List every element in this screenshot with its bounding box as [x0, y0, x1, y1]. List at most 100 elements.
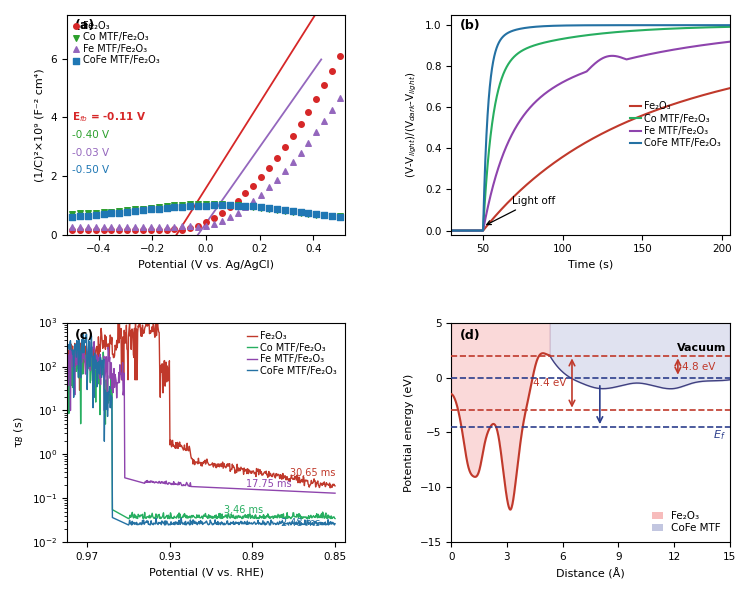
Fe MTF/Fe₂O₃ — [239, 203, 251, 212]
CoFe MTF/Fe₂O₃ — [325, 519, 334, 526]
Co MTF/Fe₂O₃ — [113, 206, 125, 216]
Fe₂O₃ — [271, 153, 283, 163]
Fe MTF/Fe₂O₃ — [190, 483, 199, 491]
Fe₂O₃ — [302, 107, 314, 116]
Fe₂O₃ — [137, 225, 149, 234]
CoFe MTF/Fe₂O₃ — [565, 22, 574, 29]
Text: -0.03 V: -0.03 V — [72, 148, 109, 157]
Co MTF/Fe₂O₃ — [90, 208, 102, 218]
Co MTF/Fe₂O₃ — [208, 199, 220, 209]
Line: Fe₂O₃: Fe₂O₃ — [451, 88, 730, 231]
Fe MTF/Fe₂O₃ — [208, 484, 217, 491]
CoFe MTF/Fe₂O₃ — [105, 209, 117, 218]
Fe MTF/Fe₂O₃ — [447, 227, 456, 234]
CoFe MTF/Fe₂O₃ — [554, 22, 562, 29]
Text: E$_{fb}$ = -0.11 V: E$_{fb}$ = -0.11 V — [72, 110, 146, 124]
Fe₂O₃ — [224, 203, 236, 212]
CoFe MTF/Fe₂O₃ — [113, 208, 125, 218]
CoFe MTF/Fe₂O₃ — [208, 520, 217, 527]
Fe₂O₃ — [98, 225, 110, 235]
CoFe MTF/Fe₂O₃ — [200, 201, 212, 210]
Fe MTF/Fe₂O₃ — [334, 93, 346, 103]
Text: -0.40 V: -0.40 V — [72, 130, 109, 140]
Fe MTF/Fe₂O₃ — [720, 39, 729, 46]
CoFe MTF/Fe₂O₃ — [192, 201, 204, 210]
Y-axis label: (1/C)²×10⁹ (F⁻² cm⁴): (1/C)²×10⁹ (F⁻² cm⁴) — [35, 68, 44, 182]
Text: (a): (a) — [75, 19, 96, 32]
Line: CoFe MTF/Fe₂O₃: CoFe MTF/Fe₂O₃ — [67, 334, 335, 525]
Co MTF/Fe₂O₃ — [326, 211, 338, 221]
CoFe MTF/Fe₂O₃ — [279, 205, 290, 215]
CoFe MTF/Fe₂O₃ — [66, 212, 78, 222]
Co MTF/Fe₂O₃ — [247, 203, 259, 212]
Fe₂O₃ — [66, 225, 78, 235]
Co MTF/Fe₂O₃ — [690, 24, 699, 32]
Fe₂O₃ — [279, 142, 290, 152]
Co MTF/Fe₂O₃ — [232, 201, 244, 210]
Co MTF/Fe₂O₃ — [255, 203, 267, 213]
Line: Co MTF/Fe₂O₃: Co MTF/Fe₂O₃ — [451, 27, 730, 231]
Fe₂O₃ — [283, 473, 292, 480]
Co MTF/Fe₂O₃ — [295, 209, 307, 218]
Text: Vacuum: Vacuum — [677, 343, 726, 353]
Fe₂O₃ — [74, 225, 86, 235]
Fe₂O₃ — [326, 66, 338, 75]
Fe MTF/Fe₂O₃ — [168, 222, 180, 231]
Fe MTF/Fe₂O₃ — [176, 222, 188, 231]
Text: 17.75 ms: 17.75 ms — [246, 479, 292, 489]
Fe MTF/Fe₂O₃ — [326, 105, 338, 114]
Fe₂O₃ — [153, 225, 165, 234]
Fe₂O₃ — [247, 181, 259, 190]
Fe MTF/Fe₂O₃ — [216, 216, 227, 226]
CoFe MTF/Fe₂O₃ — [255, 202, 267, 212]
Fe MTF/Fe₂O₃ — [90, 338, 99, 345]
Fe MTF/Fe₂O₃ — [247, 197, 259, 206]
CoFe MTF/Fe₂O₃ — [302, 208, 314, 218]
Legend: Fe₂O₃, CoFe MTF: Fe₂O₃, CoFe MTF — [648, 507, 725, 537]
Fe MTF/Fe₂O₃ — [319, 117, 330, 126]
Fe₂O₃ — [565, 148, 574, 156]
CoFe MTF/Fe₂O₃ — [79, 330, 87, 337]
Co MTF/Fe₂O₃ — [263, 204, 275, 214]
Text: 4.8 eV: 4.8 eV — [682, 362, 715, 371]
Fe₂O₃ — [325, 480, 333, 488]
Co MTF/Fe₂O₃ — [495, 82, 504, 89]
CoFe MTF/Fe₂O₃ — [90, 210, 102, 220]
CoFe MTF/Fe₂O₃ — [223, 517, 232, 524]
Co MTF/Fe₂O₃ — [208, 515, 217, 522]
Fe MTF/Fe₂O₃ — [263, 182, 275, 192]
Fe₂O₃ — [192, 221, 204, 231]
CoFe MTF/Fe₂O₃ — [247, 201, 259, 211]
Fe₂O₃ — [232, 196, 244, 206]
CoFe MTF/Fe₂O₃ — [295, 207, 307, 216]
Co MTF/Fe₂O₃ — [554, 36, 562, 44]
Text: E$_f$: E$_f$ — [714, 428, 726, 442]
Y-axis label: Potential energy (eV): Potential energy (eV) — [404, 373, 414, 492]
CoFe MTF/Fe₂O₃ — [271, 204, 283, 213]
CoFe MTF/Fe₂O₃ — [326, 211, 338, 221]
Fe MTF/Fe₂O₃ — [222, 485, 231, 492]
Fe MTF/Fe₂O₃ — [479, 227, 488, 234]
X-axis label: Distance (Å): Distance (Å) — [556, 567, 625, 579]
Line: Fe MTF/Fe₂O₃: Fe MTF/Fe₂O₃ — [67, 342, 335, 493]
Text: Light off: Light off — [487, 196, 555, 225]
CoFe MTF/Fe₂O₃ — [224, 201, 236, 210]
Text: (b): (b) — [459, 19, 480, 32]
Text: (d): (d) — [459, 329, 480, 342]
Fe MTF/Fe₂O₃ — [690, 43, 699, 50]
Fe MTF/Fe₂O₃ — [330, 489, 339, 496]
Fe MTF/Fe₂O₃ — [725, 38, 734, 45]
Co MTF/Fe₂O₃ — [153, 202, 165, 212]
Co MTF/Fe₂O₃ — [137, 204, 149, 213]
CoFe MTF/Fe₂O₃ — [153, 204, 165, 213]
Co MTF/Fe₂O₃ — [185, 200, 196, 209]
Fe₂O₃ — [255, 172, 267, 182]
Fe₂O₃ — [144, 316, 153, 323]
Co MTF/Fe₂O₃ — [84, 344, 93, 352]
Fe MTF/Fe₂O₃ — [161, 222, 173, 231]
Fe MTF/Fe₂O₃ — [185, 222, 196, 231]
Co MTF/Fe₂O₃ — [192, 199, 204, 209]
Fe MTF/Fe₂O₃ — [122, 222, 133, 232]
Co MTF/Fe₂O₃ — [176, 200, 188, 210]
CoFe MTF/Fe₂O₃ — [319, 210, 330, 219]
